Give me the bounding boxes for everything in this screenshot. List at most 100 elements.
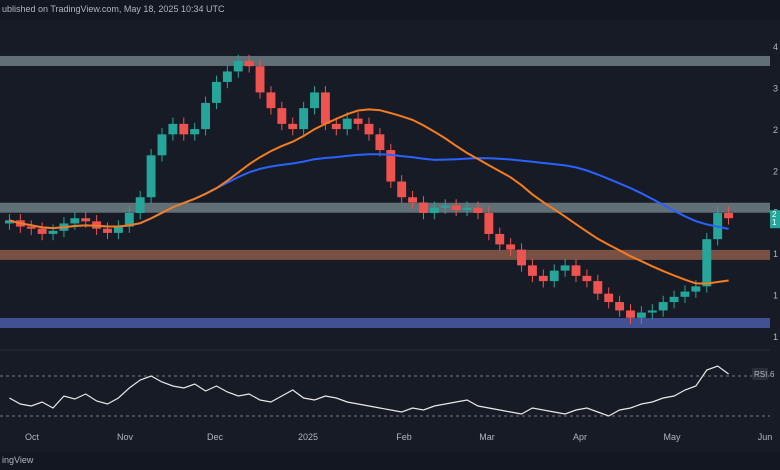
publish-info: ublished on TradingView.com, May 18, 202…	[2, 4, 225, 14]
rsi-badge	[752, 368, 768, 380]
candle-body	[593, 281, 603, 294]
candle-body	[157, 134, 167, 156]
candle-body	[408, 197, 418, 203]
time-tick: May	[663, 432, 681, 442]
candle-body	[527, 265, 537, 276]
candle-body	[484, 212, 494, 234]
candle-body	[669, 296, 679, 303]
rsi-label: RSI	[754, 370, 767, 379]
candle-body	[658, 302, 668, 311]
candle-body	[277, 108, 287, 124]
candle-body	[451, 205, 461, 210]
candle-body	[636, 312, 646, 318]
time-tick: Apr	[573, 432, 587, 442]
candle-body	[626, 310, 635, 318]
candle-body	[506, 244, 516, 250]
candle-body	[201, 102, 211, 130]
time-tick: Jun	[758, 432, 773, 442]
candle-body	[299, 108, 309, 130]
candle-body	[168, 123, 178, 135]
time-tick: Oct	[25, 432, 40, 442]
candle-body	[549, 270, 559, 282]
zone-lower-support	[0, 318, 770, 329]
candle-body	[560, 265, 570, 271]
chart-header: ublished on TradingView.com, May 18, 202…	[0, 0, 780, 20]
candle-body	[146, 155, 156, 198]
candle-body	[440, 205, 450, 208]
candle-body	[462, 207, 472, 210]
candle-body	[288, 123, 298, 130]
price-badge	[770, 210, 780, 229]
candle-body	[222, 71, 232, 82]
price-badge-text: 2	[772, 210, 777, 219]
ma-orange-line	[9, 108, 729, 285]
candle-body	[647, 310, 657, 313]
candle-body	[331, 123, 341, 130]
rsi-value: 6	[770, 370, 775, 379]
candle-body	[266, 92, 276, 109]
candle-body	[386, 150, 396, 182]
candle-body	[48, 230, 58, 234]
right-axis-tick: 4	[773, 42, 778, 52]
candle-body	[495, 233, 505, 245]
time-tick: Dec	[207, 432, 224, 442]
price-badge-text: 1	[772, 218, 777, 227]
candle-body	[582, 275, 592, 282]
candle-body	[691, 286, 701, 292]
candle-body	[310, 92, 319, 109]
candle-body	[135, 197, 145, 213]
candle-body	[604, 293, 614, 303]
candle-body	[517, 249, 526, 266]
candle-body	[233, 60, 243, 72]
horizontal-zones	[0, 55, 770, 329]
candle-body	[419, 202, 428, 213]
right-axis-tick: 1	[773, 332, 778, 342]
time-tick: Mar	[479, 432, 495, 442]
candle-body	[702, 239, 712, 287]
candle-body	[473, 207, 483, 213]
rsi-line	[9, 365, 729, 417]
candle-body	[103, 228, 112, 233]
candle-body	[342, 118, 352, 130]
candle-body	[615, 302, 625, 311]
zone-mid-resistance	[0, 202, 770, 213]
candle-body	[538, 275, 548, 282]
candle-body	[212, 81, 221, 103]
footer-brand: ingView	[2, 455, 34, 465]
candle-body	[244, 60, 254, 67]
candle-body	[124, 212, 134, 227]
right-axis: 4322211121	[770, 42, 780, 342]
candle-body	[255, 66, 265, 93]
right-axis-tick: 2	[773, 166, 778, 176]
candle-body	[364, 123, 374, 135]
candle-body	[429, 207, 439, 213]
candle-body	[571, 265, 581, 276]
right-axis-tick: 1	[773, 291, 778, 301]
moving-averages	[9, 108, 729, 285]
candle-body	[320, 92, 330, 124]
candle-body	[375, 134, 385, 151]
rsi-panel: RSI 6	[0, 349, 775, 417]
zone-upper-resistance	[0, 55, 770, 66]
candles	[5, 54, 733, 325]
ma-blue-line	[9, 153, 729, 230]
time-tick: Feb	[396, 432, 412, 442]
candle-body	[680, 291, 690, 297]
candle-body	[724, 212, 733, 219]
right-axis-tick: 1	[773, 249, 778, 259]
candle-body	[26, 226, 36, 229]
candle-body	[190, 129, 200, 135]
right-axis-tick: 2	[773, 125, 778, 135]
candle-body	[353, 118, 363, 124]
candle-body	[397, 181, 407, 198]
candle-body	[113, 226, 123, 233]
right-axis-tick: 3	[773, 83, 778, 93]
zone-support	[0, 249, 770, 260]
candle-body	[37, 228, 47, 234]
time-tick: 2025	[298, 432, 318, 442]
time-tick: Nov	[117, 432, 134, 442]
candle-body	[70, 218, 80, 224]
candle-body	[5, 220, 14, 224]
chart-footer: ingView	[0, 452, 780, 470]
